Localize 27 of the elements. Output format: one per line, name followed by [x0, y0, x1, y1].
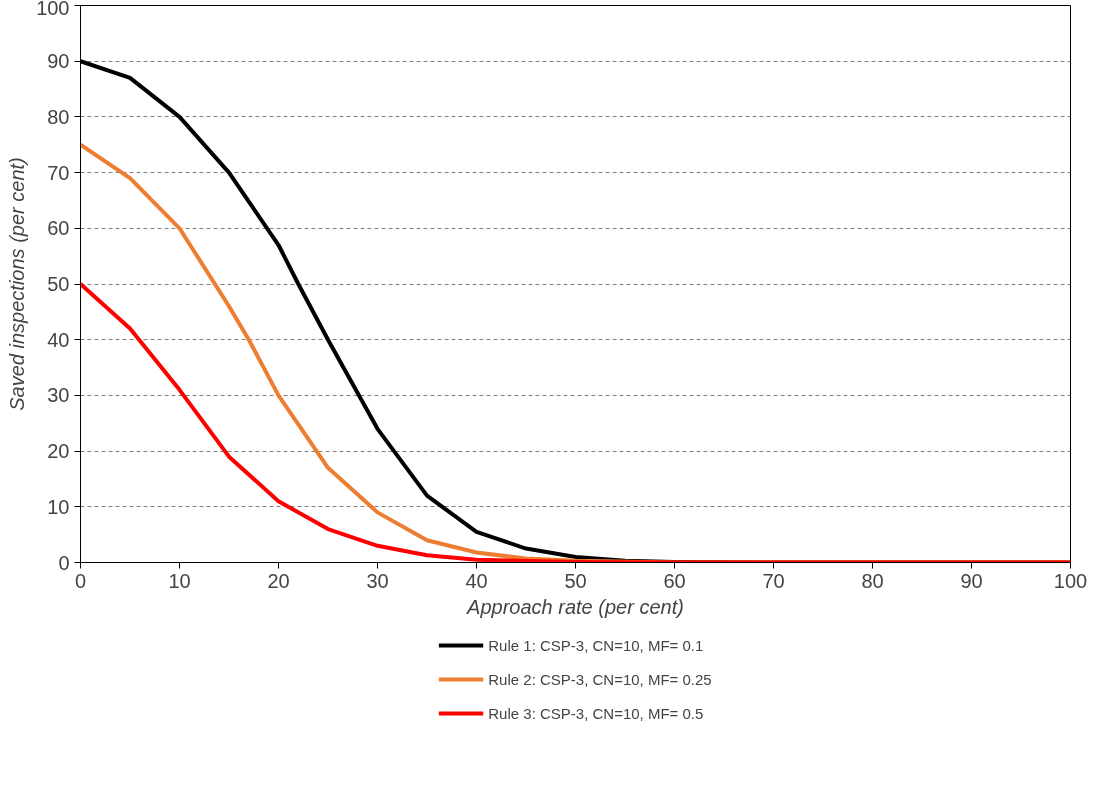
y-tick-label: 30 — [47, 384, 70, 407]
y-tick-label: 80 — [47, 105, 70, 128]
x-tick-label: 100 — [1053, 569, 1088, 592]
x-tick-label: 10 — [168, 569, 191, 592]
x-tick-label: 20 — [267, 569, 290, 592]
x-axis-title: Approach rate (per cent) — [466, 595, 684, 618]
y-axis-title: Saved inspections (per cent) — [6, 157, 29, 411]
x-tick-label: 90 — [960, 569, 983, 592]
x-tick-label: 60 — [663, 569, 686, 592]
x-tick-label: 50 — [564, 569, 587, 592]
x-tick-label: 70 — [762, 569, 785, 592]
y-tick-label: 20 — [47, 440, 70, 463]
legend-label: Rule 1: CSP-3, CN=10, MF= 0.1 — [488, 636, 704, 654]
legend-label: Rule 2: CSP-3, CN=10, MF= 0.25 — [488, 670, 712, 688]
legend-label: Rule 3: CSP-3, CN=10, MF= 0.5 — [488, 704, 704, 722]
y-tick-label: 90 — [47, 50, 70, 73]
x-tick-label: 40 — [465, 569, 488, 592]
y-tick-label: 50 — [47, 273, 70, 295]
y-tick-label: 40 — [47, 328, 70, 351]
y-tick-label: 10 — [47, 495, 70, 518]
x-tick-label: 0 — [74, 569, 87, 592]
y-tick-label: 0 — [58, 551, 70, 574]
y-tick-label: 100 — [36, 0, 70, 19]
x-tick-label: 80 — [861, 569, 884, 592]
y-tick-label: 70 — [47, 161, 70, 184]
y-tick-label: 60 — [47, 217, 70, 240]
x-tick-label: 30 — [366, 569, 389, 592]
